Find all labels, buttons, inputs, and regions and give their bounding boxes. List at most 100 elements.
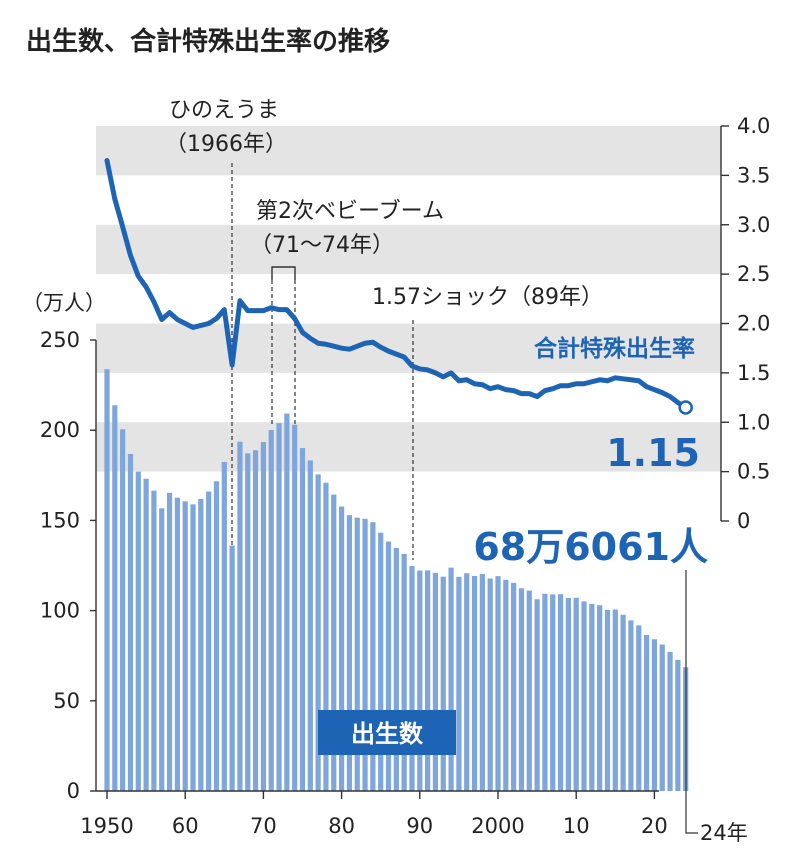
bar-1994 (448, 567, 454, 791)
left-tick-label-100: 100 (40, 599, 80, 623)
bar-1992 (432, 572, 439, 791)
bar-2010 (573, 597, 579, 791)
bar-1962 (198, 498, 204, 791)
band-1 (96, 224, 721, 275)
bar-1989 (409, 566, 415, 791)
bar-1959 (174, 497, 180, 791)
bar-1982 (354, 517, 360, 791)
bar-1973 (284, 413, 290, 791)
bar-2017 (628, 620, 634, 791)
bar-2023 (675, 659, 681, 791)
x-tick-label-1970: 70 (250, 814, 277, 838)
bar-1981 (346, 515, 353, 791)
bar-1988 (401, 553, 407, 791)
bar-1950 (104, 369, 110, 791)
bar-1983 (362, 518, 368, 791)
bar-2021 (659, 644, 665, 791)
bar-1993 (440, 576, 446, 791)
bar-1978 (323, 482, 329, 791)
bar-1966 (229, 545, 235, 791)
babyboom-years-label: （71～74年） (250, 233, 394, 258)
fertility-series-label: 合計特殊出生率 (534, 335, 695, 362)
bar-2012 (589, 603, 595, 791)
bar-1964 (213, 481, 220, 791)
fertility-last-value: 1.15 (606, 431, 700, 475)
bar-1995 (456, 576, 462, 791)
right-tick-label-2.5: 2.5 (737, 262, 770, 286)
bar-2018 (636, 625, 642, 791)
bar-2020 (651, 639, 657, 791)
bar-1957 (159, 508, 165, 791)
right-tick-label-3.5: 3.5 (737, 163, 770, 187)
births-last-value: 68万6061人 (473, 525, 708, 569)
bar-2022 (667, 651, 673, 791)
bar-2008 (557, 594, 564, 791)
band-3 (96, 422, 721, 472)
bar-1958 (166, 492, 173, 791)
births-series-label: 出生数 (351, 720, 424, 748)
bar-1984 (370, 522, 376, 791)
x-tick-label-2024: 24年 (700, 821, 748, 845)
left-tick-label-0: 0 (67, 779, 80, 803)
bar-1999 (487, 578, 493, 791)
right-tick-label-3.0: 3.0 (737, 213, 770, 237)
bar-2015 (612, 609, 618, 791)
births-series-badge (318, 710, 456, 755)
bar-1961 (190, 504, 196, 791)
band-0 (96, 126, 721, 176)
hinoeuma-year-label: （1966年） (165, 132, 287, 157)
right-tick-label-1.5: 1.5 (737, 361, 770, 385)
bar-1956 (151, 490, 157, 791)
babyboom-label: 第2次ベビーブーム (256, 199, 444, 224)
bar-2007 (550, 594, 556, 791)
bar-1997 (471, 575, 478, 791)
fertility-rate-line (104, 158, 689, 410)
bar-1972 (276, 423, 282, 791)
bar-2003 (518, 588, 525, 791)
bar-1952 (120, 429, 126, 791)
last-year-leader (685, 570, 698, 834)
bar-2005 (534, 599, 540, 791)
bar-1970 (260, 442, 266, 791)
bar-2019 (643, 634, 650, 791)
bar-2004 (526, 590, 532, 791)
bar-1968 (245, 453, 251, 791)
left-axis-unit: （万人） (22, 291, 106, 315)
right-tick-label-2.0: 2.0 (737, 312, 770, 336)
x-tick-label-1960: 60 (172, 814, 199, 838)
bar-1985 (378, 532, 384, 791)
x-tick-label-1990: 90 (406, 814, 433, 838)
bar-1980 (339, 506, 345, 791)
x-tick-label-2000: 2000 (471, 814, 524, 838)
left-axis-ticks: 0 50 100 150 200 250 (40, 328, 96, 803)
bar-1963 (206, 491, 212, 791)
x-axis-ticks: 1950 60 70 80 90 2000 10 20 24年 (80, 791, 748, 845)
x-tick-label-1980: 80 (328, 814, 355, 838)
right-axis-ticks: 0 0.5 1.0 1.5 2.0 2.5 3.0 3.5 4.0 (721, 114, 770, 533)
bar-1986 (385, 541, 392, 791)
bar-1977 (315, 474, 321, 791)
right-tick-label-4.0: 4.0 (737, 114, 770, 138)
bar-1971 (268, 430, 274, 791)
bar-1965 (221, 461, 227, 791)
bar-2001 (503, 579, 509, 791)
bar-1975 (299, 448, 306, 791)
bar-1954 (135, 471, 141, 791)
bar-2016 (620, 614, 626, 791)
bar-1998 (479, 573, 485, 791)
bar-1969 (252, 450, 259, 791)
bar-1967 (237, 441, 243, 791)
bar-2009 (565, 597, 571, 791)
babyboom-bracket (271, 266, 296, 280)
bar-1974 (292, 424, 298, 791)
chart-title: 出生数、合計特殊出生率の推移 (26, 26, 390, 57)
right-tick-label-1.0: 1.0 (737, 410, 770, 434)
left-tick-label-250: 250 (40, 328, 80, 352)
hinoeuma-label: ひのえうま (169, 98, 279, 123)
bar-1979 (331, 494, 337, 791)
fertility-rate-end-marker (678, 400, 693, 415)
bar-1953 (127, 454, 134, 791)
bar-2000 (495, 576, 501, 791)
bar-1960 (182, 501, 188, 791)
